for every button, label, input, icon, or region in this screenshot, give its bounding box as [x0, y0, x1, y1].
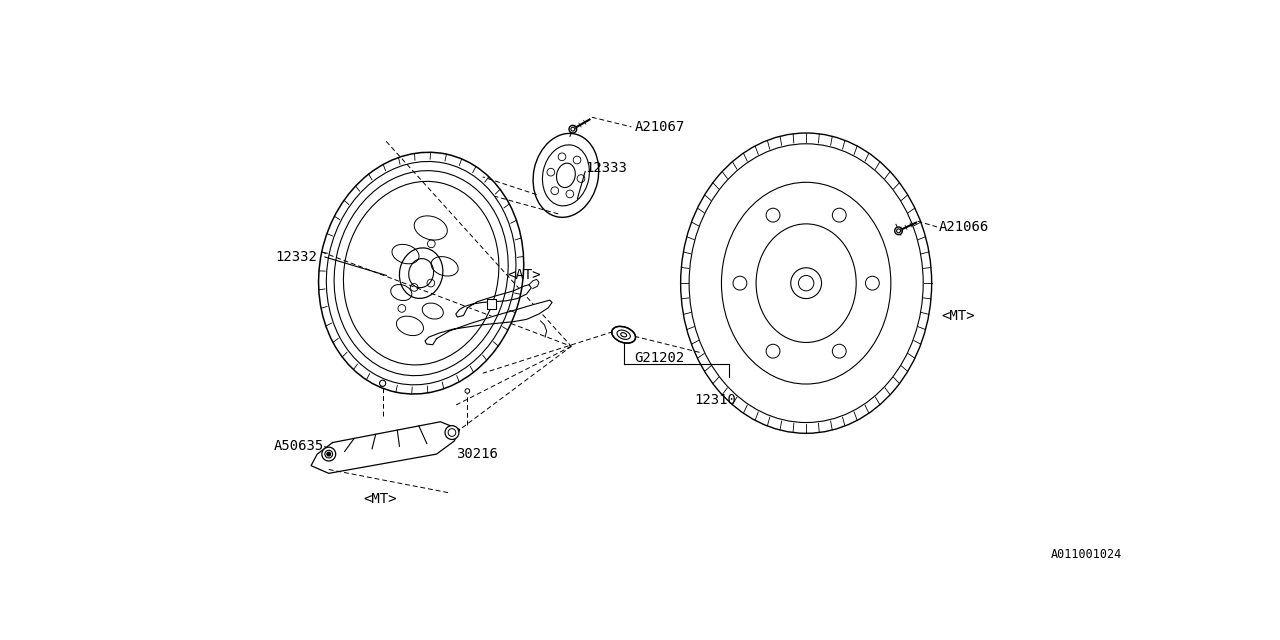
Circle shape: [832, 344, 846, 358]
Ellipse shape: [319, 152, 524, 394]
Polygon shape: [456, 285, 531, 317]
Circle shape: [445, 426, 460, 440]
Circle shape: [326, 452, 330, 456]
Text: G21202: G21202: [635, 351, 685, 365]
Text: <AT>: <AT>: [507, 268, 541, 282]
Text: 12310: 12310: [695, 393, 736, 407]
Text: A21067: A21067: [635, 120, 686, 134]
Polygon shape: [425, 300, 552, 345]
Circle shape: [733, 276, 746, 290]
Ellipse shape: [612, 326, 636, 343]
Circle shape: [321, 447, 335, 461]
Circle shape: [465, 388, 470, 393]
Ellipse shape: [681, 133, 932, 433]
Circle shape: [865, 276, 879, 290]
Circle shape: [767, 208, 780, 222]
Circle shape: [895, 227, 902, 235]
Circle shape: [767, 344, 780, 358]
Circle shape: [380, 380, 385, 387]
Text: 12332: 12332: [275, 250, 316, 264]
Polygon shape: [311, 422, 460, 474]
Circle shape: [570, 125, 577, 133]
Ellipse shape: [532, 133, 599, 218]
Text: A50635: A50635: [274, 440, 324, 453]
Text: <MT>: <MT>: [941, 308, 974, 323]
Text: 12333: 12333: [585, 161, 627, 175]
Text: A011001024: A011001024: [1051, 548, 1123, 561]
Text: 30216: 30216: [456, 447, 498, 461]
Text: A21066: A21066: [938, 220, 989, 234]
Circle shape: [832, 208, 846, 222]
Text: <MT>: <MT>: [364, 492, 397, 506]
FancyBboxPatch shape: [488, 298, 497, 309]
